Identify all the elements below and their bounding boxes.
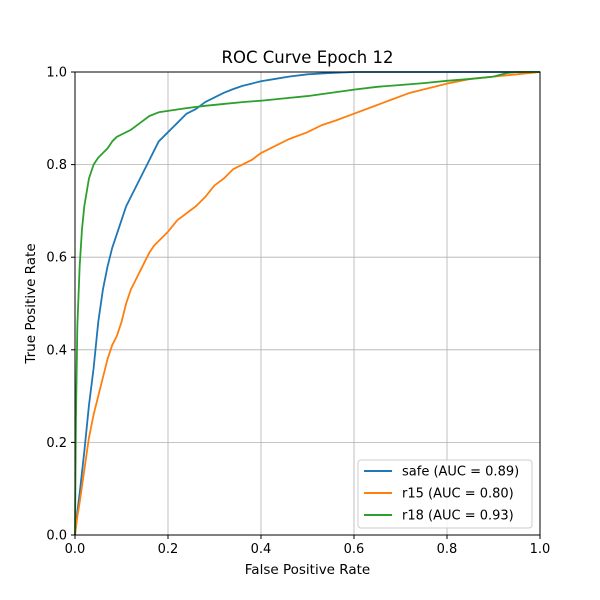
y-tick-label: 0.2 xyxy=(46,436,67,451)
x-tick-label: 0.4 xyxy=(251,542,272,557)
series-line-r15 xyxy=(74,71,541,536)
legend-entry: r18 (AUC = 0.93) xyxy=(402,509,514,524)
axis-ticks: 0.0 0.2 0.4 0.6 0.8 1.0 0.0 0.2 0.4 0.6 0.8 1.0 xyxy=(46,66,550,558)
y-tick-label: 0.6 xyxy=(46,251,67,266)
y-tick-label: 0.8 xyxy=(46,158,67,173)
plot-frame xyxy=(74,71,541,536)
x-tick-label: 0.2 xyxy=(158,542,179,557)
x-tick-label: 1.0 xyxy=(530,542,551,557)
x-tick-label: 0.0 xyxy=(65,542,86,557)
x-tick-label: 0.6 xyxy=(344,542,365,557)
y-tick-label: 0.4 xyxy=(46,343,67,358)
series-line-r18 xyxy=(74,71,540,536)
x-tick-label: 0.8 xyxy=(437,542,458,557)
chart-title: ROC Curve Epoch 12 xyxy=(222,48,394,67)
series-line-safe xyxy=(74,71,540,536)
x-axis-label: False Positive Rate xyxy=(245,562,370,578)
series-layer xyxy=(74,71,541,536)
grid-lines xyxy=(74,71,541,536)
legend-box xyxy=(357,459,533,529)
y-tick-label: 0.0 xyxy=(46,529,67,544)
legend-entry: safe (AUC = 0.89) xyxy=(402,465,519,480)
legend-entry: r15 (AUC = 0.80) xyxy=(402,487,514,502)
legend: safe (AUC = 0.89) r15 (AUC = 0.80) r18 (AU… xyxy=(357,459,533,529)
y-axis-label: True Positive Rate xyxy=(23,243,39,364)
y-tick-label: 1.0 xyxy=(46,66,67,81)
